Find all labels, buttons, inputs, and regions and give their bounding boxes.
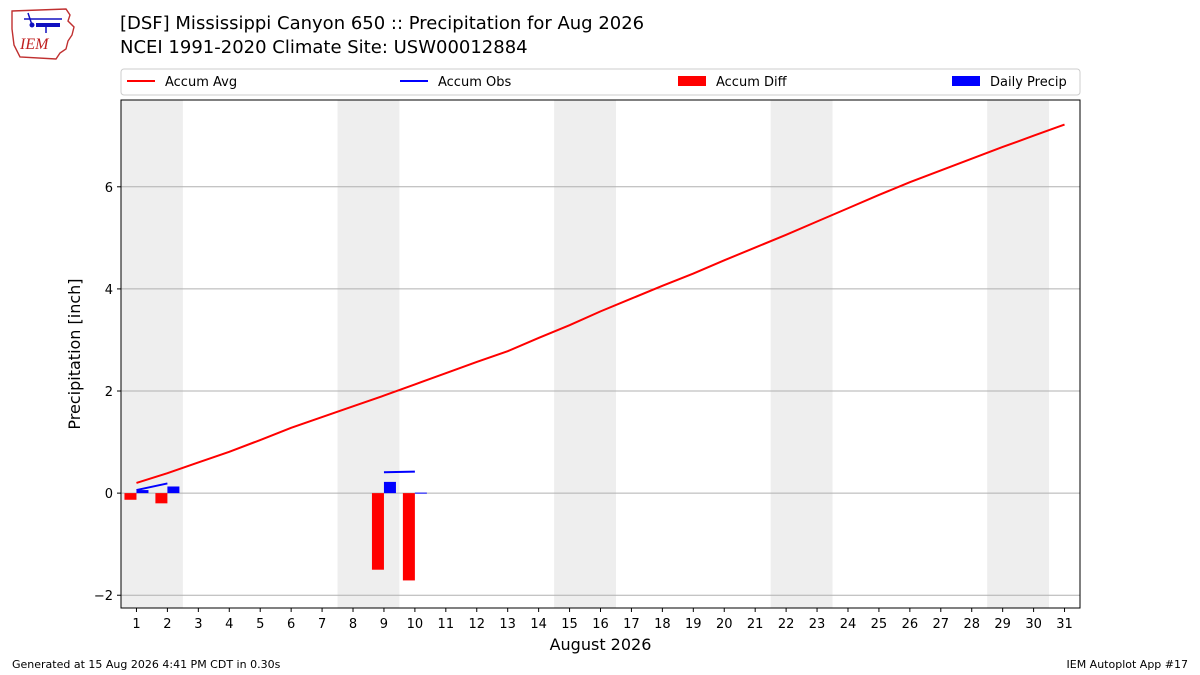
x-tick-label: 5 (256, 617, 264, 632)
weekend-band-0 (121, 100, 183, 608)
x-tick-label: 20 (716, 617, 733, 632)
daily-precip-bar (414, 492, 427, 494)
generated-timestamp: Generated at 15 Aug 2026 4:41 PM CDT in … (12, 658, 281, 671)
y-tick-label: −2 (94, 589, 113, 604)
x-tick-label: 14 (530, 617, 547, 632)
x-tick-label: 26 (902, 617, 919, 632)
x-tick-label: 23 (809, 617, 826, 632)
daily-precip-bar (167, 486, 180, 494)
x-tick-label: 2 (163, 617, 171, 632)
daily-precip-bar (136, 490, 149, 494)
x-tick-label: 27 (933, 617, 950, 632)
x-tick-label: 6 (287, 617, 295, 632)
y-tick-label: 4 (105, 283, 113, 298)
legend-box (120, 68, 1081, 96)
x-tick-label: 15 (561, 617, 578, 632)
legend-daily-precip-swatch (952, 76, 980, 86)
legend-accum-obs-label: Accum Obs (438, 75, 511, 90)
legend-accum-diff-label: Accum Diff (716, 75, 788, 90)
logo-text: IEM (19, 36, 50, 53)
accum-diff-bar (371, 493, 384, 570)
x-tick-label: 31 (1056, 617, 1073, 632)
x-tick-label: 7 (318, 617, 326, 632)
x-tick-label: 12 (468, 617, 485, 632)
x-tick-label: 21 (747, 617, 764, 632)
x-tick-label: 11 (438, 617, 455, 632)
weekend-band-2 (554, 100, 616, 608)
x-tick-label: 24 (840, 617, 857, 632)
accum-diff-bar (155, 493, 168, 504)
legend-daily-precip-label: Daily Precip (990, 75, 1067, 90)
legend-accum-diff-swatch (678, 76, 706, 86)
chart-title: [DSF] Mississippi Canyon 650 :: Precipit… (120, 13, 645, 34)
weekend-band-3 (770, 100, 833, 608)
accum-diff-bar (402, 493, 415, 581)
x-tick-label: 29 (994, 617, 1011, 632)
y-tick-label: 0 (105, 487, 113, 502)
y-axis-label: Precipitation [inch] (65, 278, 84, 429)
x-tick-label: 9 (380, 617, 388, 632)
x-tick-label: 18 (654, 617, 671, 632)
x-tick-label: 16 (592, 617, 609, 632)
x-tick-label: 10 (407, 617, 424, 632)
app-credit: IEM Autoplot App #17 (1066, 658, 1189, 671)
legend-accum-avg-label: Accum Avg (165, 75, 237, 90)
plot-frame (120, 99, 1081, 609)
x-tick-label: 4 (225, 617, 233, 632)
accum-diff-bar (124, 493, 137, 500)
y-tick-label: 6 (105, 181, 113, 196)
weekend-band-1 (337, 100, 400, 608)
x-tick-label: 19 (685, 617, 702, 632)
x-tick-label: 30 (1025, 617, 1042, 632)
x-tick-label: 1 (132, 617, 140, 632)
x-tick-label: 22 (778, 617, 795, 632)
x-tick-label: 13 (499, 617, 516, 632)
accum-obs-line (136, 482, 168, 492)
x-tick-label: 8 (349, 617, 357, 632)
accum-obs-line (383, 470, 415, 474)
chart-subtitle: NCEI 1991-2020 Climate Site: USW00012884 (120, 37, 528, 58)
weekend-band-4 (987, 100, 1050, 608)
x-tick-label: 3 (194, 617, 202, 632)
iem-iowa-logo-icon: IEM (6, 5, 82, 61)
x-tick-label: 25 (871, 617, 888, 632)
x-axis-label: August 2026 (550, 635, 652, 654)
y-tick-label: 2 (105, 385, 113, 400)
daily-precip-bar (383, 481, 396, 494)
accum-avg-line (136, 123, 1065, 484)
x-tick-label: 28 (963, 617, 980, 632)
x-tick-label: 17 (623, 617, 640, 632)
